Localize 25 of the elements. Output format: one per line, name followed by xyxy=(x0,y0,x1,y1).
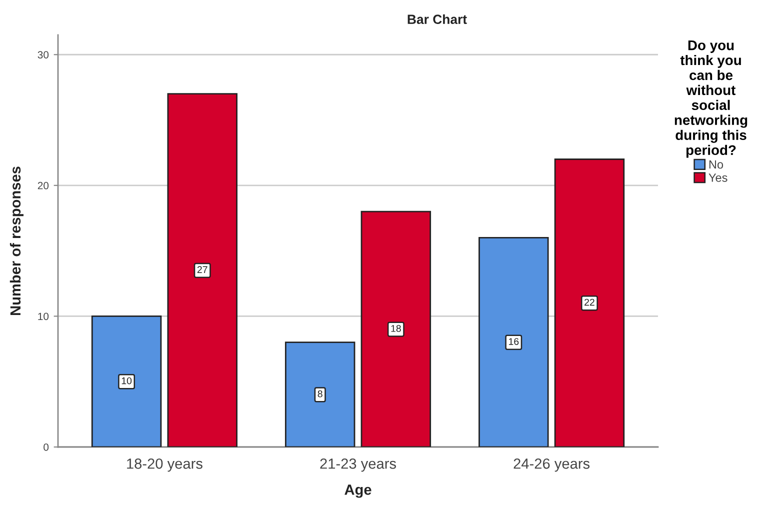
bar xyxy=(554,158,625,447)
bar xyxy=(167,93,238,447)
legend-label: No xyxy=(709,160,724,169)
x-tick-label: 18-20 years xyxy=(127,458,202,472)
data-label: 22 xyxy=(584,298,594,306)
data-label: 16 xyxy=(508,338,519,345)
bar xyxy=(91,316,162,447)
legend-title: Do you think you can be without social networking during this period? xyxy=(674,40,748,158)
data-label: 8 xyxy=(318,390,322,398)
y-tick-label: 20 xyxy=(38,182,49,190)
bar xyxy=(478,237,549,447)
bar xyxy=(360,210,432,447)
chart-title: Bar Chart xyxy=(408,14,467,24)
x-axis-title: Age xyxy=(344,484,372,498)
data-label: 18 xyxy=(391,325,401,332)
bar xyxy=(284,342,356,447)
y-tick-label: 30 xyxy=(38,51,49,58)
x-tick-label: 24-26 years xyxy=(514,458,590,472)
y-tick-label: 0 xyxy=(44,444,49,451)
data-label: 10 xyxy=(122,377,132,384)
data-label: 27 xyxy=(197,266,208,273)
legend-label: Yes xyxy=(708,174,728,182)
x-tick-label: 21-23 years xyxy=(320,458,396,472)
y-tick-label: 10 xyxy=(38,312,49,320)
y-axis-title: Number of responses xyxy=(10,166,24,315)
